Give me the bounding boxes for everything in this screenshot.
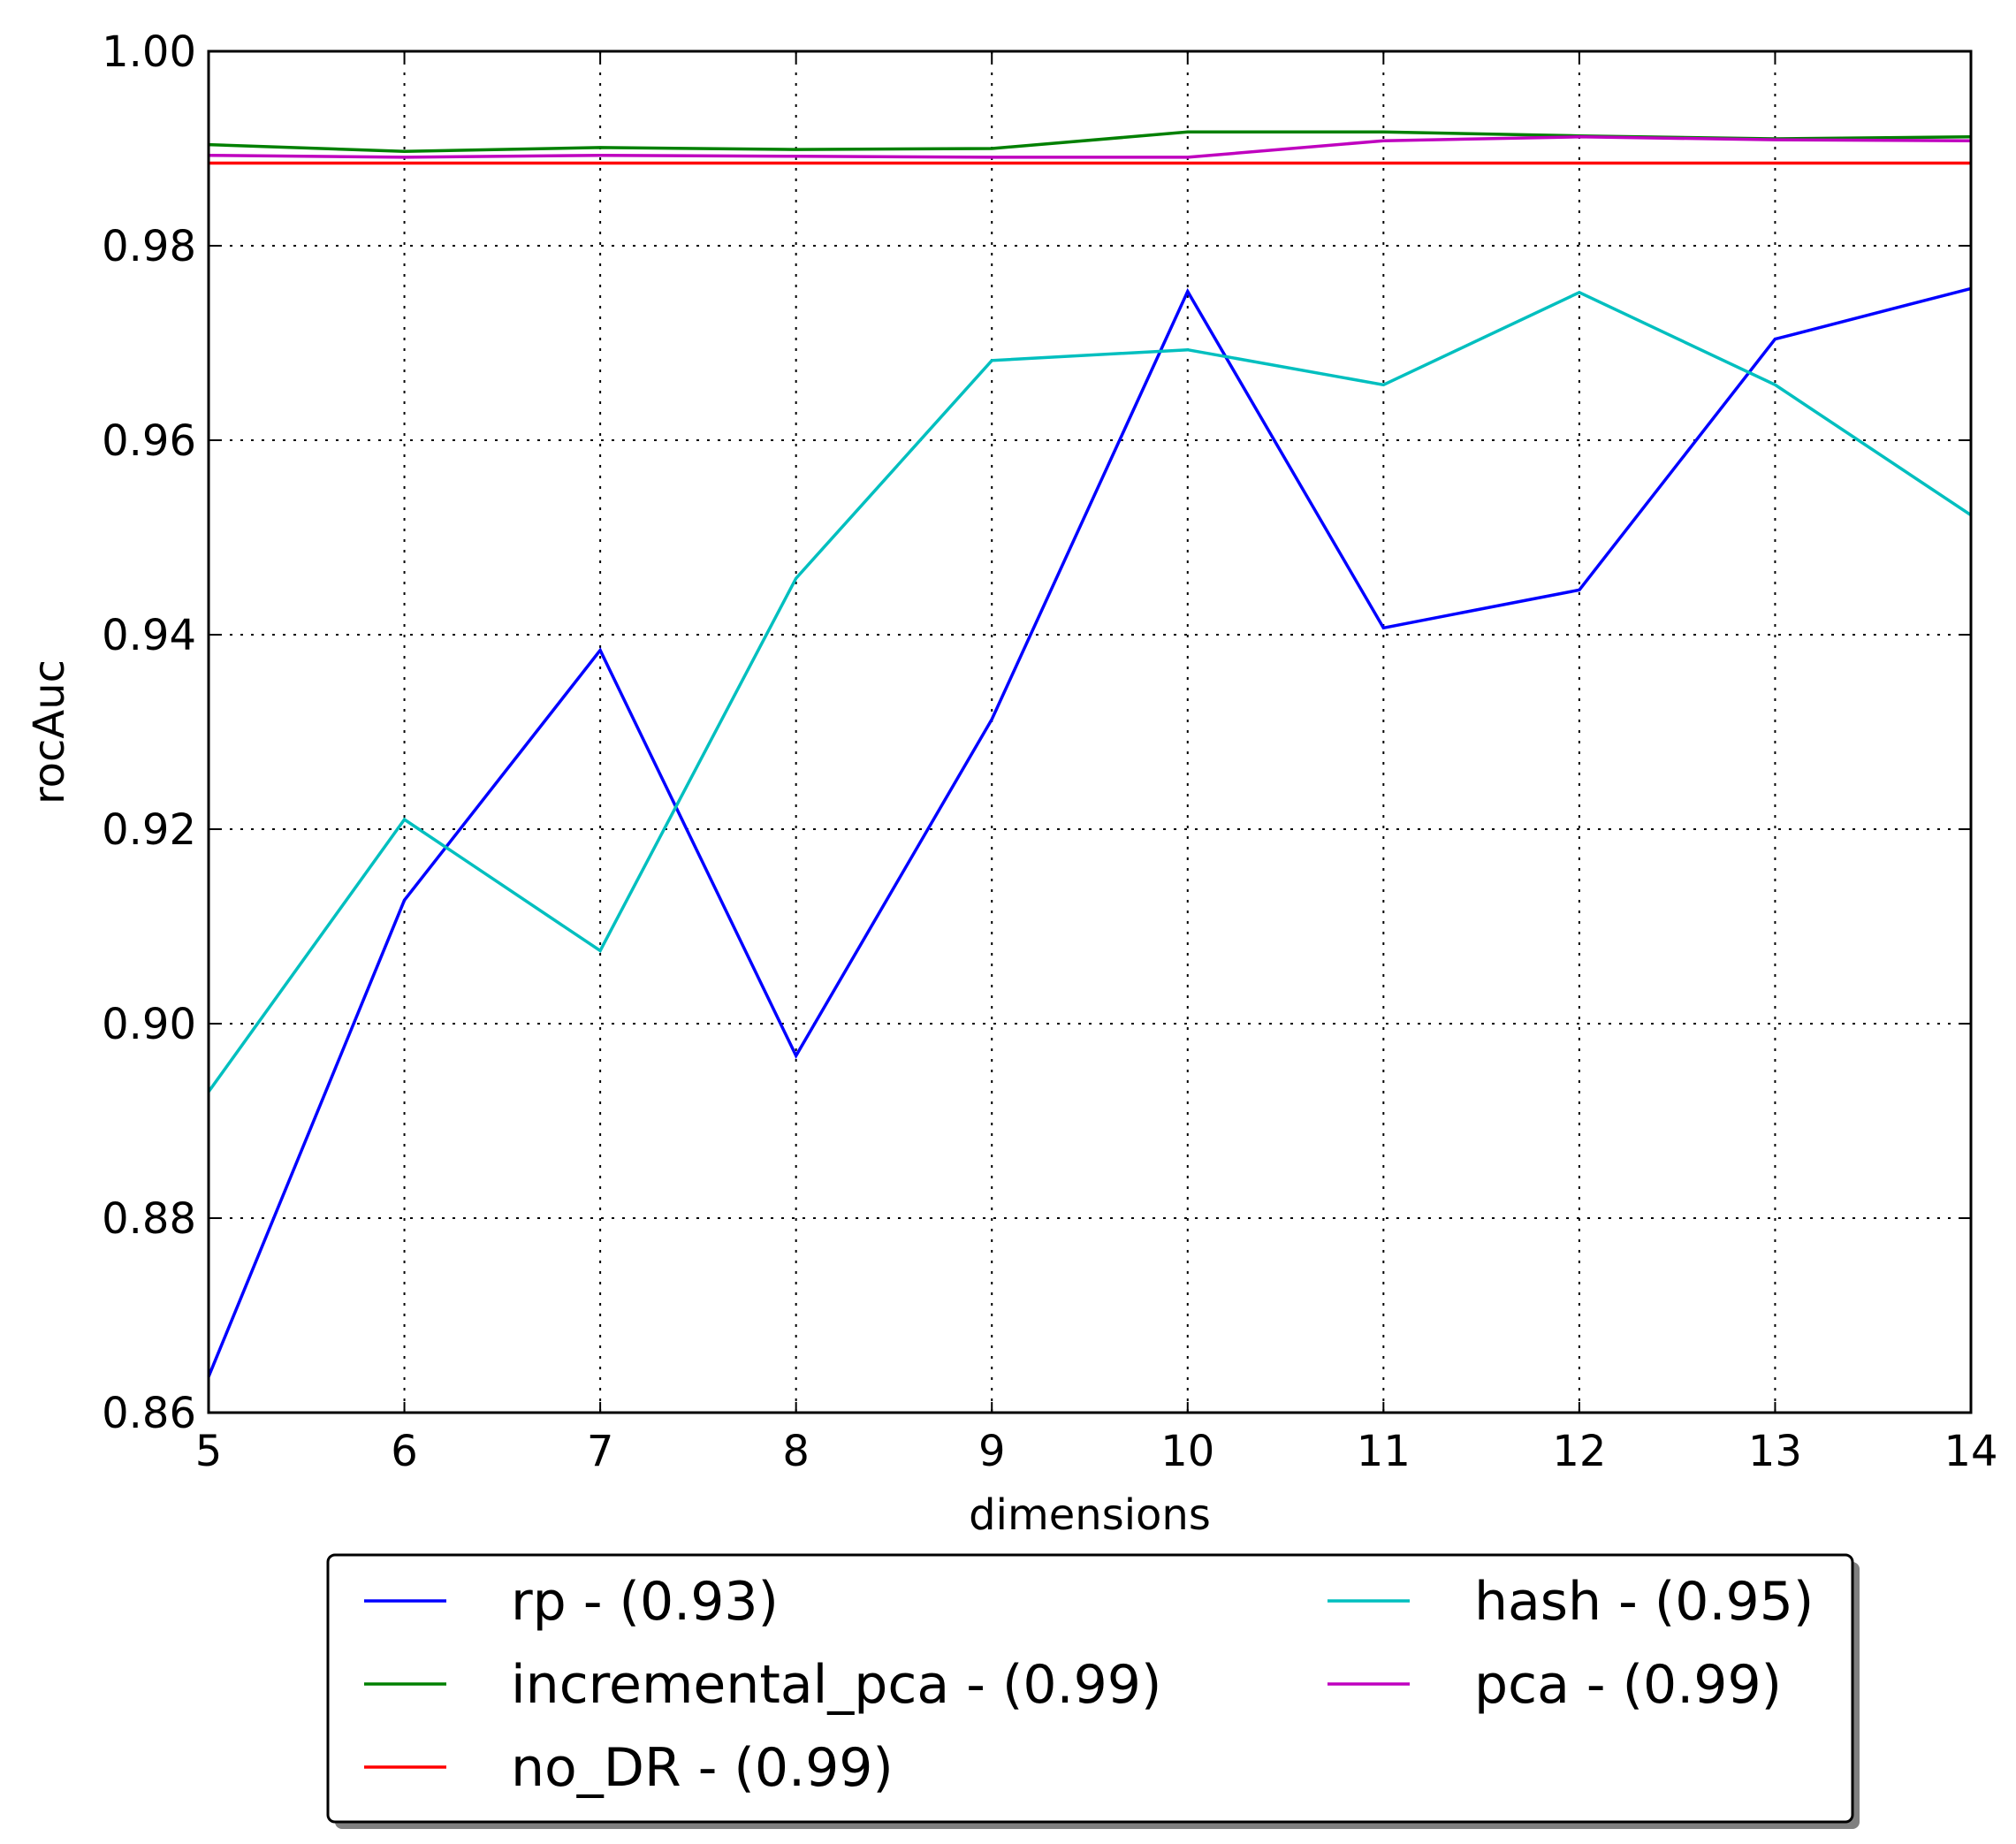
- y-tick-label: 1.00: [102, 27, 196, 77]
- legend-box: [326, 1553, 1854, 1824]
- legend-label-no_DR: no_DR - (0.99): [511, 1737, 894, 1799]
- y-axis-label: rocAuc: [25, 659, 74, 804]
- legend-label-pca: pca - (0.99): [1474, 1654, 1782, 1716]
- legend: rp - (0.93) incremental_pca - (0.99) no_DR…: [326, 1553, 1860, 1829]
- grid: [208, 50, 1972, 1413]
- y-tick-label: 0.92: [102, 805, 196, 855]
- x-tick-label: 7: [587, 1427, 614, 1476]
- series-line-hash: [207, 290, 1972, 1093]
- x-tick-label: 14: [1944, 1427, 1997, 1476]
- legend-label-incremental_pca: incremental_pca - (0.99): [511, 1654, 1161, 1716]
- x-tick-label: 13: [1748, 1427, 1802, 1476]
- legend-label-rp: rp - (0.93): [511, 1571, 779, 1633]
- plot-frame: [207, 50, 1973, 1414]
- x-tick-label: 8: [782, 1427, 810, 1476]
- x-tick-label: 6: [391, 1427, 418, 1476]
- y-tick-label: 0.90: [102, 1000, 196, 1049]
- series-lines: [207, 130, 1972, 1377]
- legend-label-hash: hash - (0.95): [1474, 1571, 1814, 1633]
- y-tick-label: 0.94: [102, 611, 196, 660]
- x-tick-label: 5: [195, 1427, 223, 1476]
- series-line-incremental_pca: [208, 130, 1972, 154]
- x-tick-label: 9: [978, 1427, 1006, 1476]
- y-tick-label: 0.86: [102, 1389, 196, 1438]
- series-line-pca: [208, 135, 1972, 159]
- axis-ticks: 5 6 7 8 9 10 11 12 13 14 0.86 0.88 0.90 0.92 0.94 0.96 0…: [102, 27, 1997, 1476]
- x-tick-label: 12: [1552, 1427, 1606, 1476]
- series-line-rp: [207, 286, 1972, 1377]
- x-tick-label: 11: [1357, 1427, 1411, 1476]
- y-tick-label: 0.98: [102, 222, 196, 271]
- x-axis-label: dimensions: [969, 1490, 1211, 1540]
- y-tick-label: 0.96: [102, 416, 196, 466]
- y-tick-label: 0.88: [102, 1194, 196, 1244]
- x-tick-label: 10: [1160, 1427, 1214, 1476]
